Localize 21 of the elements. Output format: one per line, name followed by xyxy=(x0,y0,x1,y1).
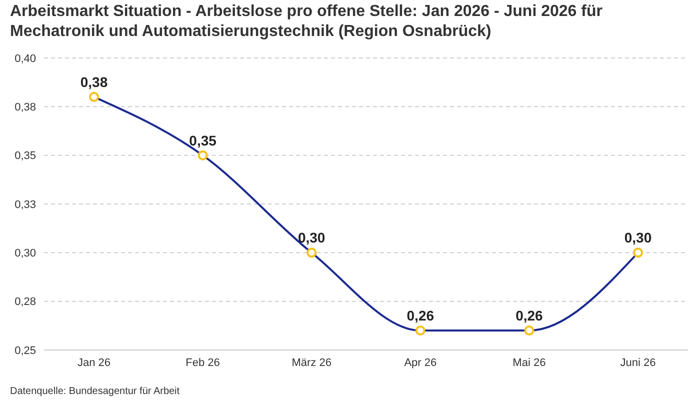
x-tick-label: Jan 26 xyxy=(77,356,111,369)
chart-title: Arbeitsmarkt Situation - Arbeitslose pro offene Stelle: Jan 2026 - Juni 2026 für Mechatronik und Automatisierungstechnik (Region Osnabrück) xyxy=(10,2,604,42)
x-tick-label: Apr 26 xyxy=(404,356,437,369)
data-label: 0,30 xyxy=(624,230,652,246)
text: Datenquelle: Bundesagentur für Arbeit xyxy=(10,386,180,397)
y-tick-label: 0,25 xyxy=(14,344,36,357)
y-tick-label: 0,28 xyxy=(14,296,36,308)
x-tick-label: März 26 xyxy=(292,356,332,369)
y-tick-label: 0,33 xyxy=(14,198,36,211)
x-tick-label: Mai 26 xyxy=(512,356,546,369)
data-label: 0,30 xyxy=(298,230,326,246)
data-label: 0,26 xyxy=(516,308,544,324)
y-tick-label: 0,38 xyxy=(14,102,36,114)
data-label: 0,35 xyxy=(189,132,217,148)
data-label: 0,38 xyxy=(80,74,108,90)
y-tick-label: 0,40 xyxy=(14,52,36,65)
x-tick-label: Juni 26 xyxy=(620,356,656,369)
x-tick-label: Feb 26 xyxy=(186,356,220,369)
data-label: 0,26 xyxy=(406,308,434,324)
y-tick-label: 0,30 xyxy=(14,248,36,260)
y-tick-label: 0,35 xyxy=(14,150,36,162)
